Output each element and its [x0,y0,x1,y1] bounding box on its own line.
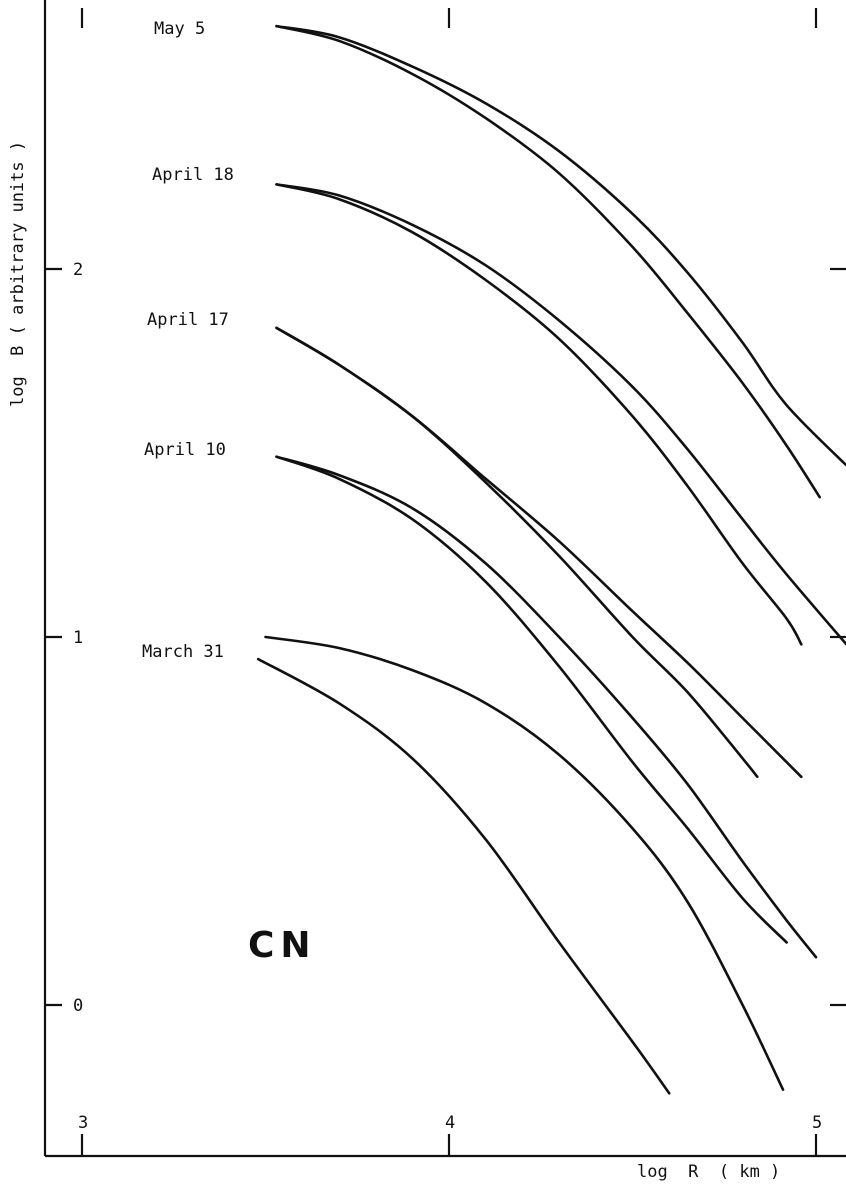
series-curve-1 [275,24,821,499]
y-tick-label: 1 [73,628,83,648]
series-curve-4 [275,326,803,779]
x-tick-label: 4 [445,1113,455,1133]
series-curve-7 [275,455,788,944]
series-curve-9 [256,657,671,1095]
series-label: April 17 [147,310,229,330]
y-axis-title: log B ( arbitrary units ) [8,141,28,407]
cn-annotation: CN [248,925,317,966]
series-curve-3 [275,183,803,646]
series-label: April 10 [144,440,226,460]
series-curve-0 [275,24,846,467]
series-curve-5 [275,326,759,779]
series-label: March 31 [142,642,224,662]
series-curve-8 [264,635,785,1091]
series-curves [256,24,846,1095]
series-labels: May 5 April 18 April 17 April 10 March 31 [142,19,234,662]
series-curve-6 [275,455,818,959]
series-label: April 18 [152,165,234,185]
series-label: May 5 [154,19,205,39]
series-curve-2 [275,183,846,646]
x-tick-label: 3 [78,1113,88,1133]
plot-frame [43,0,846,1158]
ticks: 3 4 5 0 1 2 [45,8,846,1156]
x-axis-title: log R ( km ) [637,1162,780,1182]
y-tick-label: 2 [73,260,83,280]
y-tick-label: 0 [73,996,83,1016]
x-tick-label: 5 [812,1113,822,1133]
